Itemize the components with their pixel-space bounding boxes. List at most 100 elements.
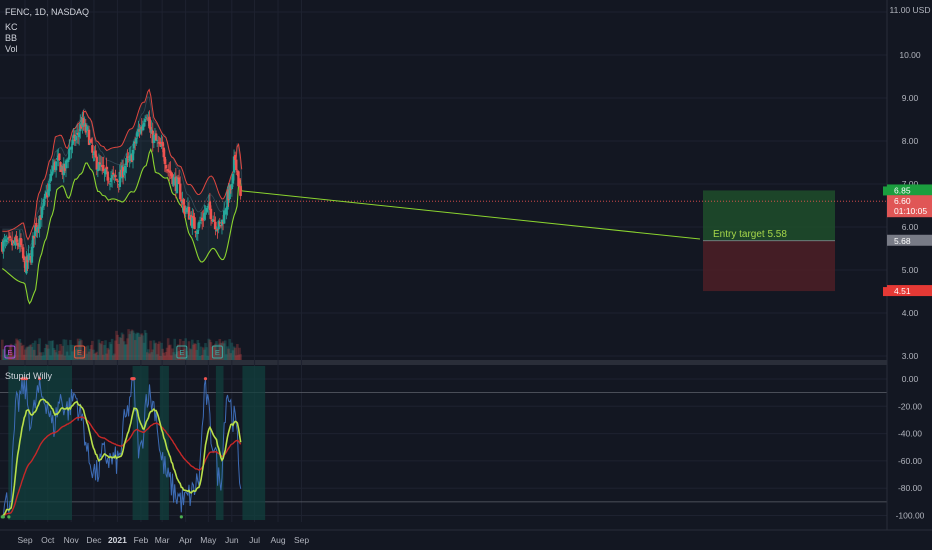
volume-bar-31 [35,355,38,360]
target-marker [883,186,887,196]
volume-bar-48 [53,349,57,360]
volume-bar-110 [121,334,125,360]
kc-upper-line [2,88,243,241]
volume-bar-50 [55,344,59,360]
volume-bar-118 [130,329,134,360]
volume-bar-163 [180,353,183,360]
volume-bar-74 [82,351,85,360]
volume-bar-99 [109,344,113,360]
volume-bar-172 [189,349,193,360]
symbol-title[interactable]: FENC, 1D, NASDAQ [5,7,90,17]
candle-61 [68,139,71,161]
candle-43 [48,178,51,197]
volume-bar-179 [197,342,201,360]
osc-band-0 [8,366,72,520]
volume-bar-133 [147,349,150,360]
candle-153 [169,161,172,179]
volume-bar-81 [89,344,93,360]
time-tick-5: Feb [134,535,149,545]
volume-bar-215 [237,354,240,360]
time-tick-9: Jun [225,535,239,545]
time-tick-10: Jul [249,535,260,545]
volume-bar-116 [128,334,132,360]
candle-24 [27,244,30,269]
oscillator-title[interactable]: Stupid Willy [5,371,53,381]
price-tick-2: 9.00 [902,93,919,103]
volume-bar-137 [151,349,155,360]
volume-bar-88 [97,339,101,360]
candle-17 [19,233,23,252]
candles [1,109,242,275]
volume-bar-27 [30,346,34,360]
time-tick-12: Sep [294,535,309,545]
volume-bar-52 [58,350,61,360]
candle-114 [126,149,129,167]
volume-bar-188 [207,338,211,360]
volume-bar-185 [204,343,207,360]
volume-bar-178 [196,339,200,360]
candle-104 [115,178,118,181]
volume-bar-90 [99,344,103,360]
candle-175 [193,212,196,230]
volume-bar-70 [77,341,81,360]
volume-bar-126 [139,334,142,360]
candle-92 [102,156,105,173]
price-tick-4: 7.00 [902,179,919,189]
volume-bar-22 [25,347,28,360]
volume-bar-198 [218,339,222,360]
volume-bar-210 [231,350,235,360]
candle-210 [231,173,235,187]
candle-89 [98,155,102,171]
volume-bar-45 [50,340,54,360]
price-tick-top: 11.00 USD [890,5,931,15]
volume-bar-13 [15,338,18,360]
candle-186 [205,207,208,215]
osc-bottom-dot-163 [179,515,183,519]
volume-bar-19 [21,344,25,360]
volume-bar-41 [46,344,49,360]
price-tick-1: 10.00 [899,50,921,60]
volume-bar-83 [92,349,95,360]
volume-bar-181 [199,346,203,360]
volume-bar-93 [103,345,106,360]
indicator-bb[interactable]: BB [5,33,18,43]
volume-bar-117 [129,331,133,360]
candle-176 [194,230,197,238]
volume-bar-173 [191,339,194,360]
volume-bar-201 [221,341,225,360]
volume-bar-162 [178,338,182,360]
volume-bar-91 [100,340,104,360]
volume-bar-33 [37,343,40,360]
volume-bar-199 [219,343,223,360]
candle-77 [85,123,89,138]
osc-top-dot-20 [22,377,26,381]
volume-bar-84 [93,353,96,360]
price-badge-entry [887,234,932,246]
volume-bar-34 [38,338,41,360]
volume-bar-44 [49,355,52,360]
volume-bar-132 [145,352,149,360]
ema-fast-line [2,398,242,517]
volume-bar-53 [59,344,62,360]
volume-bar-18 [20,346,24,360]
volume-bar-24 [27,346,30,360]
volume-bar-92 [102,354,105,360]
volume-bar-35 [39,352,43,360]
volume-bar-42 [47,348,50,360]
candle-161 [177,170,181,185]
candle-101 [112,165,115,181]
willy-line [2,377,242,516]
volume-bar-89 [98,342,102,360]
indicator-kc[interactable]: KC [5,22,18,32]
volume-bar-21 [24,349,27,360]
volume-bar-82 [91,340,94,360]
volume-bar-158 [174,354,178,360]
indicator-vol[interactable]: Vol [5,44,18,54]
candle-97 [107,176,111,185]
price-tick-7: 4.00 [902,308,919,318]
volume-bar-153 [169,344,172,360]
volume-bar-125 [138,336,141,360]
time-tick-4: 2021 [108,535,127,545]
volume-bar-196 [216,350,219,360]
